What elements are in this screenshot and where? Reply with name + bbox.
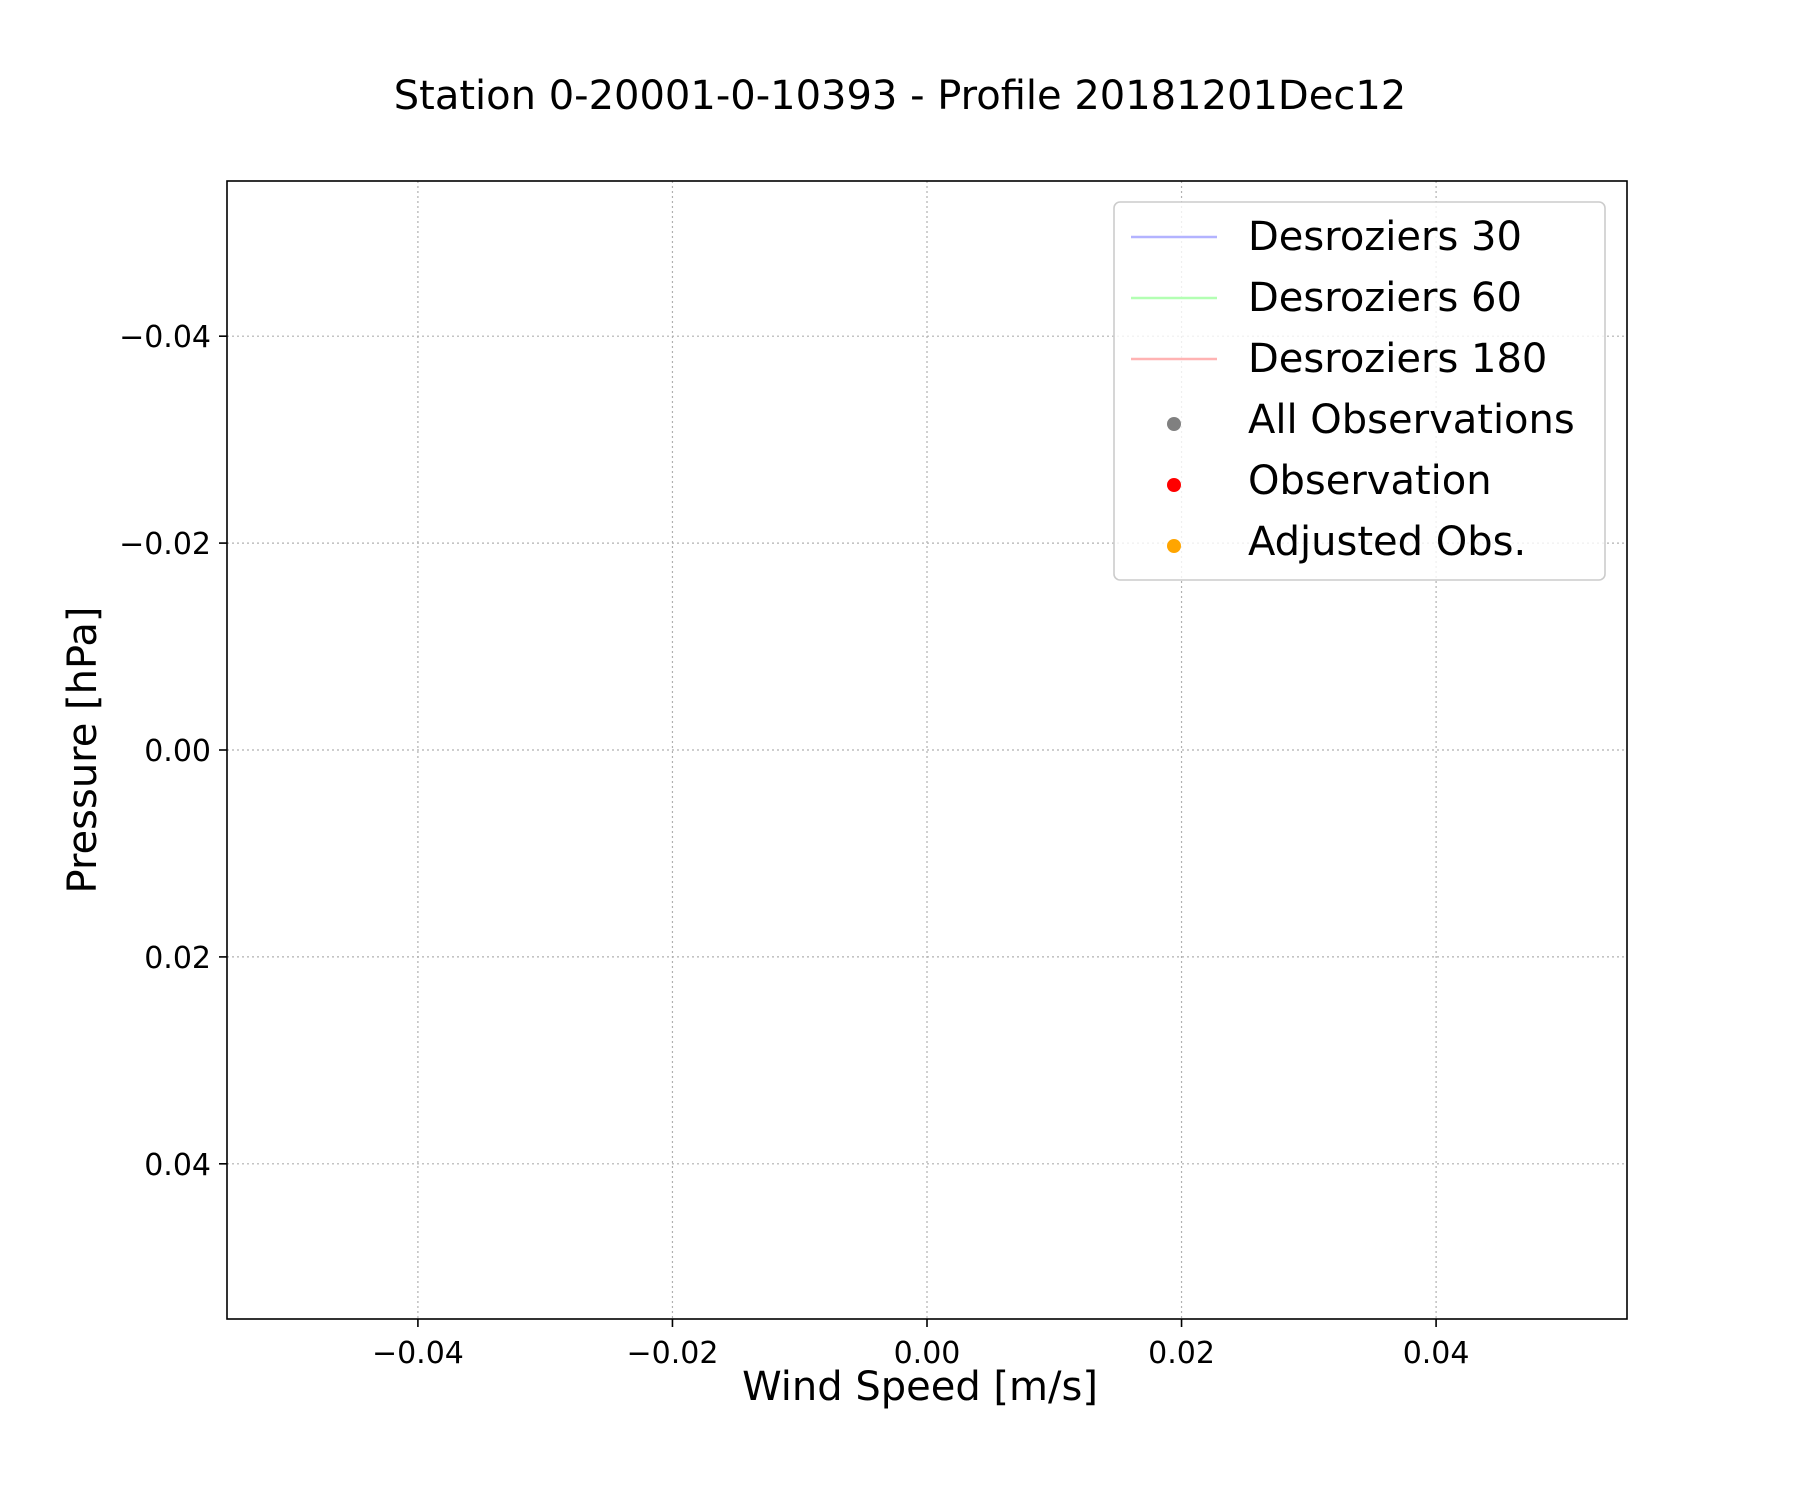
y-tick-label: 0.00 xyxy=(144,734,211,769)
x-tick-label: 0.04 xyxy=(1403,1336,1470,1371)
y-tick-label: −0.04 xyxy=(119,320,211,355)
legend-box xyxy=(1113,201,1606,581)
y-tick-label: 0.04 xyxy=(144,1148,211,1183)
legend: Desroziers 30 Desroziers 60 Desroziers 180… xyxy=(1113,201,1606,581)
legend-label: Adjusted Obs. xyxy=(1248,519,1526,565)
legend-label: Desroziers 180 xyxy=(1248,336,1547,382)
y-axis-label: Pressure [hPa] xyxy=(60,607,106,894)
legend-label: All Observations xyxy=(1248,397,1575,443)
x-tick-label: 0.00 xyxy=(894,1336,961,1371)
legend-marker-swatch xyxy=(1167,478,1181,492)
x-axis-ticks: −0.04 −0.02 0.00 0.02 0.04 xyxy=(372,1319,1470,1371)
x-axis-label: Wind Speed [m/s] xyxy=(742,1364,1098,1410)
legend-label: Desroziers 60 xyxy=(1248,275,1522,321)
legend-label: Observation xyxy=(1248,458,1492,504)
x-tick-label: 0.02 xyxy=(1148,1336,1215,1371)
chart-title: Station 0-20001-0-10393 - Profile 201812… xyxy=(394,73,1406,119)
x-tick-label: −0.02 xyxy=(626,1336,718,1371)
x-tick-label: −0.04 xyxy=(372,1336,464,1371)
y-tick-label: 0.02 xyxy=(144,941,211,976)
y-tick-label: −0.02 xyxy=(119,527,211,562)
legend-items: Desroziers 30 Desroziers 60 Desroziers 180… xyxy=(1131,214,1575,565)
legend-label: Desroziers 30 xyxy=(1248,214,1522,260)
y-axis-ticks: −0.04 −0.02 0.00 0.02 0.04 xyxy=(119,320,227,1183)
legend-marker-swatch xyxy=(1167,539,1181,553)
legend-marker-swatch xyxy=(1167,417,1181,431)
